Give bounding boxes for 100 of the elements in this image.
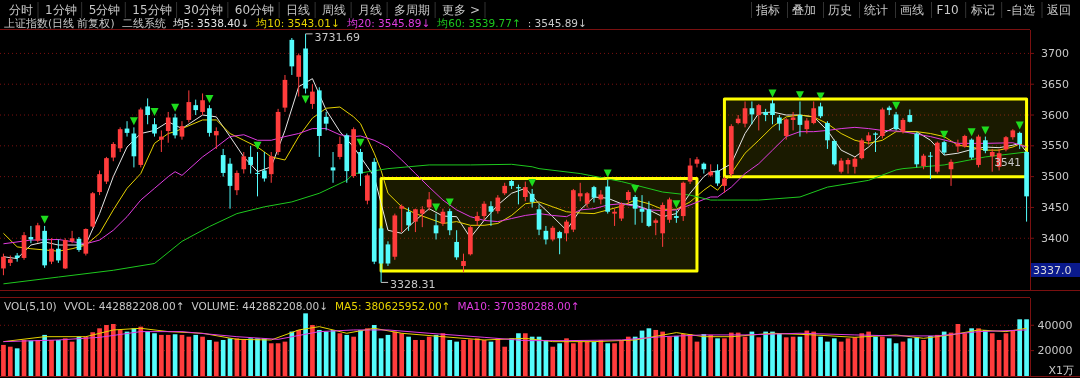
- bar: [193, 334, 199, 376]
- bar: [509, 338, 514, 376]
- bar: [818, 336, 823, 376]
- bar: [619, 339, 624, 376]
- bar: [323, 331, 329, 376]
- text: 1分钟: [45, 3, 77, 17]
- bar: [557, 343, 562, 376]
- bar: [934, 334, 940, 376]
- candlestick: [969, 137, 974, 160]
- candlestick: [152, 117, 157, 138]
- bar: [612, 343, 617, 376]
- text: 60分钟: [234, 3, 275, 17]
- bar: [296, 329, 302, 376]
- series-label: MA5: 380625952.00↑: [334, 300, 451, 312]
- y-tick-label: 3400: [1041, 231, 1069, 245]
- candlestick: [756, 103, 762, 131]
- bar: [14, 348, 20, 376]
- candlestick: [35, 222, 41, 244]
- bar: [962, 333, 968, 376]
- candlestick: [783, 117, 789, 141]
- point: [150, 107, 159, 116]
- text: 周线: [322, 3, 347, 17]
- bar: [722, 338, 727, 376]
- bar: [625, 336, 631, 376]
- candlestick: [241, 151, 247, 175]
- bar: [104, 325, 109, 376]
- bar: [605, 343, 611, 376]
- bar: [811, 331, 817, 376]
- bar: [680, 334, 686, 376]
- bar: [516, 333, 521, 376]
- bar: [42, 334, 47, 376]
- bar: [880, 336, 885, 376]
- bar: [399, 333, 405, 376]
- text: 更多 >: [442, 3, 480, 17]
- text: 标记: [969, 3, 995, 17]
- y-tick-label: 3700: [1041, 46, 1069, 60]
- bar: [831, 338, 837, 376]
- point: [672, 200, 681, 209]
- candlestick: [200, 92, 205, 116]
- point: [1015, 121, 1024, 130]
- bar: [117, 329, 123, 376]
- bar: [145, 331, 150, 376]
- candlestick: [186, 89, 192, 123]
- candlestick: [564, 219, 569, 242]
- bar: [886, 338, 892, 376]
- bar: [783, 337, 789, 376]
- text: 均5: 3538.40↓: [171, 17, 250, 29]
- text: 均10: 3543.01↓: [255, 17, 340, 29]
- text: 日线: [286, 3, 311, 17]
- bar: [200, 336, 205, 376]
- bar: [825, 341, 830, 376]
- bar: [62, 338, 68, 376]
- text: MA10: 370380288.00↑: [457, 300, 580, 312]
- candlestick: [632, 194, 638, 226]
- candlestick: [323, 111, 329, 131]
- text: F10: [936, 3, 959, 17]
- candlestick: [110, 141, 116, 162]
- text: -自选: [1006, 3, 1035, 17]
- candlestick: [220, 148, 226, 178]
- bar: [220, 339, 226, 376]
- bar: [83, 336, 89, 376]
- bar: [351, 336, 356, 376]
- text: 统计: [864, 3, 889, 17]
- candlestick: [296, 52, 302, 98]
- bar: [701, 334, 707, 376]
- candlestick: [447, 208, 453, 236]
- bar: [1, 344, 6, 376]
- candlestick: [179, 120, 185, 141]
- bar: [941, 331, 947, 376]
- bar: [90, 332, 96, 376]
- candlestick: [255, 151, 260, 197]
- candlestick: [715, 163, 720, 187]
- bar: [344, 334, 350, 376]
- bar: [56, 339, 61, 376]
- bar: [461, 339, 466, 376]
- candlestick: [213, 126, 219, 150]
- bar: [550, 346, 556, 376]
- candlestick: [426, 191, 432, 212]
- bar: [907, 338, 913, 376]
- bar: [770, 331, 775, 376]
- bar: [97, 328, 102, 376]
- bar: [502, 346, 508, 376]
- candlestick: [461, 253, 466, 273]
- bar: [392, 331, 398, 376]
- bar: [186, 336, 192, 376]
- candlestick: [145, 97, 150, 125]
- annotation: VOLUME: 442882208.00↓: [191, 300, 328, 312]
- candlestick: [358, 148, 363, 187]
- bar: [653, 329, 659, 376]
- candlestick: [454, 229, 459, 261]
- text: 多周期: [394, 3, 431, 17]
- candlestick: [770, 99, 775, 125]
- bar: [474, 338, 480, 376]
- bar: [667, 336, 672, 376]
- bar: [763, 331, 768, 376]
- bar: [207, 339, 212, 376]
- text: : 3545.89↓: [527, 17, 587, 29]
- text: 均20: 3545.89↓: [345, 17, 431, 29]
- bar: [969, 328, 974, 376]
- y-tick-label: 3500: [1041, 170, 1069, 184]
